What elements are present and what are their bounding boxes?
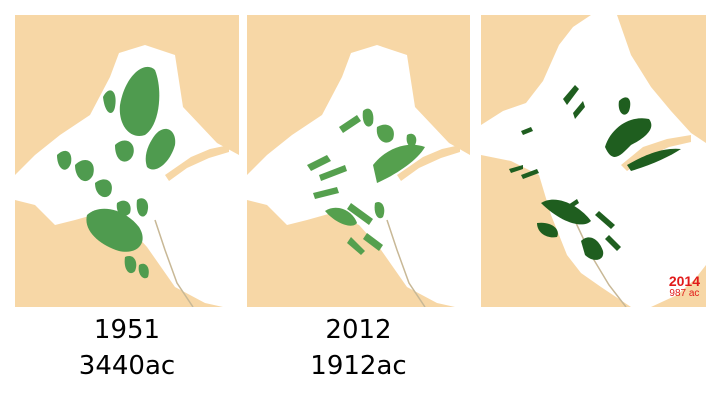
barrier-spit	[397, 145, 460, 181]
eelgrass-bed	[115, 140, 134, 162]
year-label-2012: 2012	[325, 315, 392, 345]
bay-map-2012	[247, 15, 470, 307]
eelgrass-bed	[325, 207, 357, 226]
bay-water	[15, 45, 239, 307]
eelgrass-bed	[605, 118, 652, 157]
eelgrass-bed	[75, 160, 94, 182]
shoreline	[154, 219, 194, 307]
barrier-spit	[165, 145, 229, 181]
map-panel-1951	[15, 15, 239, 307]
bay-map-2014	[481, 15, 706, 307]
shoreline	[386, 219, 426, 307]
eelgrass-bed	[563, 85, 579, 105]
eelgrass-bed	[138, 263, 149, 279]
eelgrass-bed	[136, 198, 149, 217]
eelgrass-bed	[124, 255, 137, 274]
area-label-1951: 3440ac	[78, 351, 176, 381]
eelgrass-bed	[595, 211, 615, 229]
eelgrass-bed	[116, 200, 131, 216]
caption-2012: 2012 1912ac	[247, 312, 470, 384]
eelgrass-bed	[541, 199, 591, 225]
eelgrass-bed	[339, 115, 361, 133]
eelgrass-beds-1951	[57, 66, 176, 279]
inset-label-2014: 2014 987 ac	[669, 274, 700, 299]
map-panel-2012	[247, 15, 470, 307]
map-panel-2014: 2014 987 ac	[481, 15, 706, 307]
eelgrass-bed	[347, 237, 365, 255]
eelgrass-bed	[347, 203, 373, 225]
eelgrass-bed	[618, 97, 631, 115]
eelgrass-bed	[573, 101, 585, 119]
eelgrass-beds-2012	[307, 108, 425, 255]
eelgrass-bed	[86, 208, 143, 252]
eelgrass-bed	[319, 165, 347, 181]
eelgrass-beds-2014	[509, 85, 681, 260]
bay-map-1951	[15, 15, 239, 307]
eelgrass-bed	[521, 169, 539, 179]
bay-water	[481, 15, 706, 307]
eelgrass-bed	[313, 187, 339, 199]
eelgrass-bed	[119, 66, 160, 136]
caption-1951: 1951 3440ac	[15, 312, 239, 384]
eelgrass-bed	[307, 155, 331, 171]
eelgrass-bed	[627, 148, 681, 171]
eelgrass-bed	[509, 165, 523, 173]
eelgrass-bed	[559, 199, 579, 215]
bay-water	[247, 45, 470, 307]
eelgrass-bed	[581, 237, 604, 260]
eelgrass-bed	[95, 179, 112, 198]
area-label-2012: 1912ac	[310, 351, 407, 381]
eelgrass-bed	[57, 150, 72, 170]
eelgrass-bed	[363, 233, 383, 251]
eelgrass-bed	[374, 201, 385, 219]
year-label-2014: 2014	[668, 273, 700, 289]
eelgrass-bed	[537, 222, 558, 238]
eelgrass-bed	[605, 235, 621, 251]
eelgrass-bed	[521, 127, 533, 135]
area-label-2014: 987 ac	[669, 288, 700, 299]
eelgrass-bed	[373, 144, 425, 183]
eelgrass-bed	[145, 128, 176, 170]
eelgrass-bed	[406, 133, 417, 147]
eelgrass-bed	[103, 90, 116, 113]
year-label-1951: 1951	[93, 315, 161, 345]
eelgrass-bed	[376, 124, 394, 143]
eelgrass-bed	[362, 108, 374, 127]
